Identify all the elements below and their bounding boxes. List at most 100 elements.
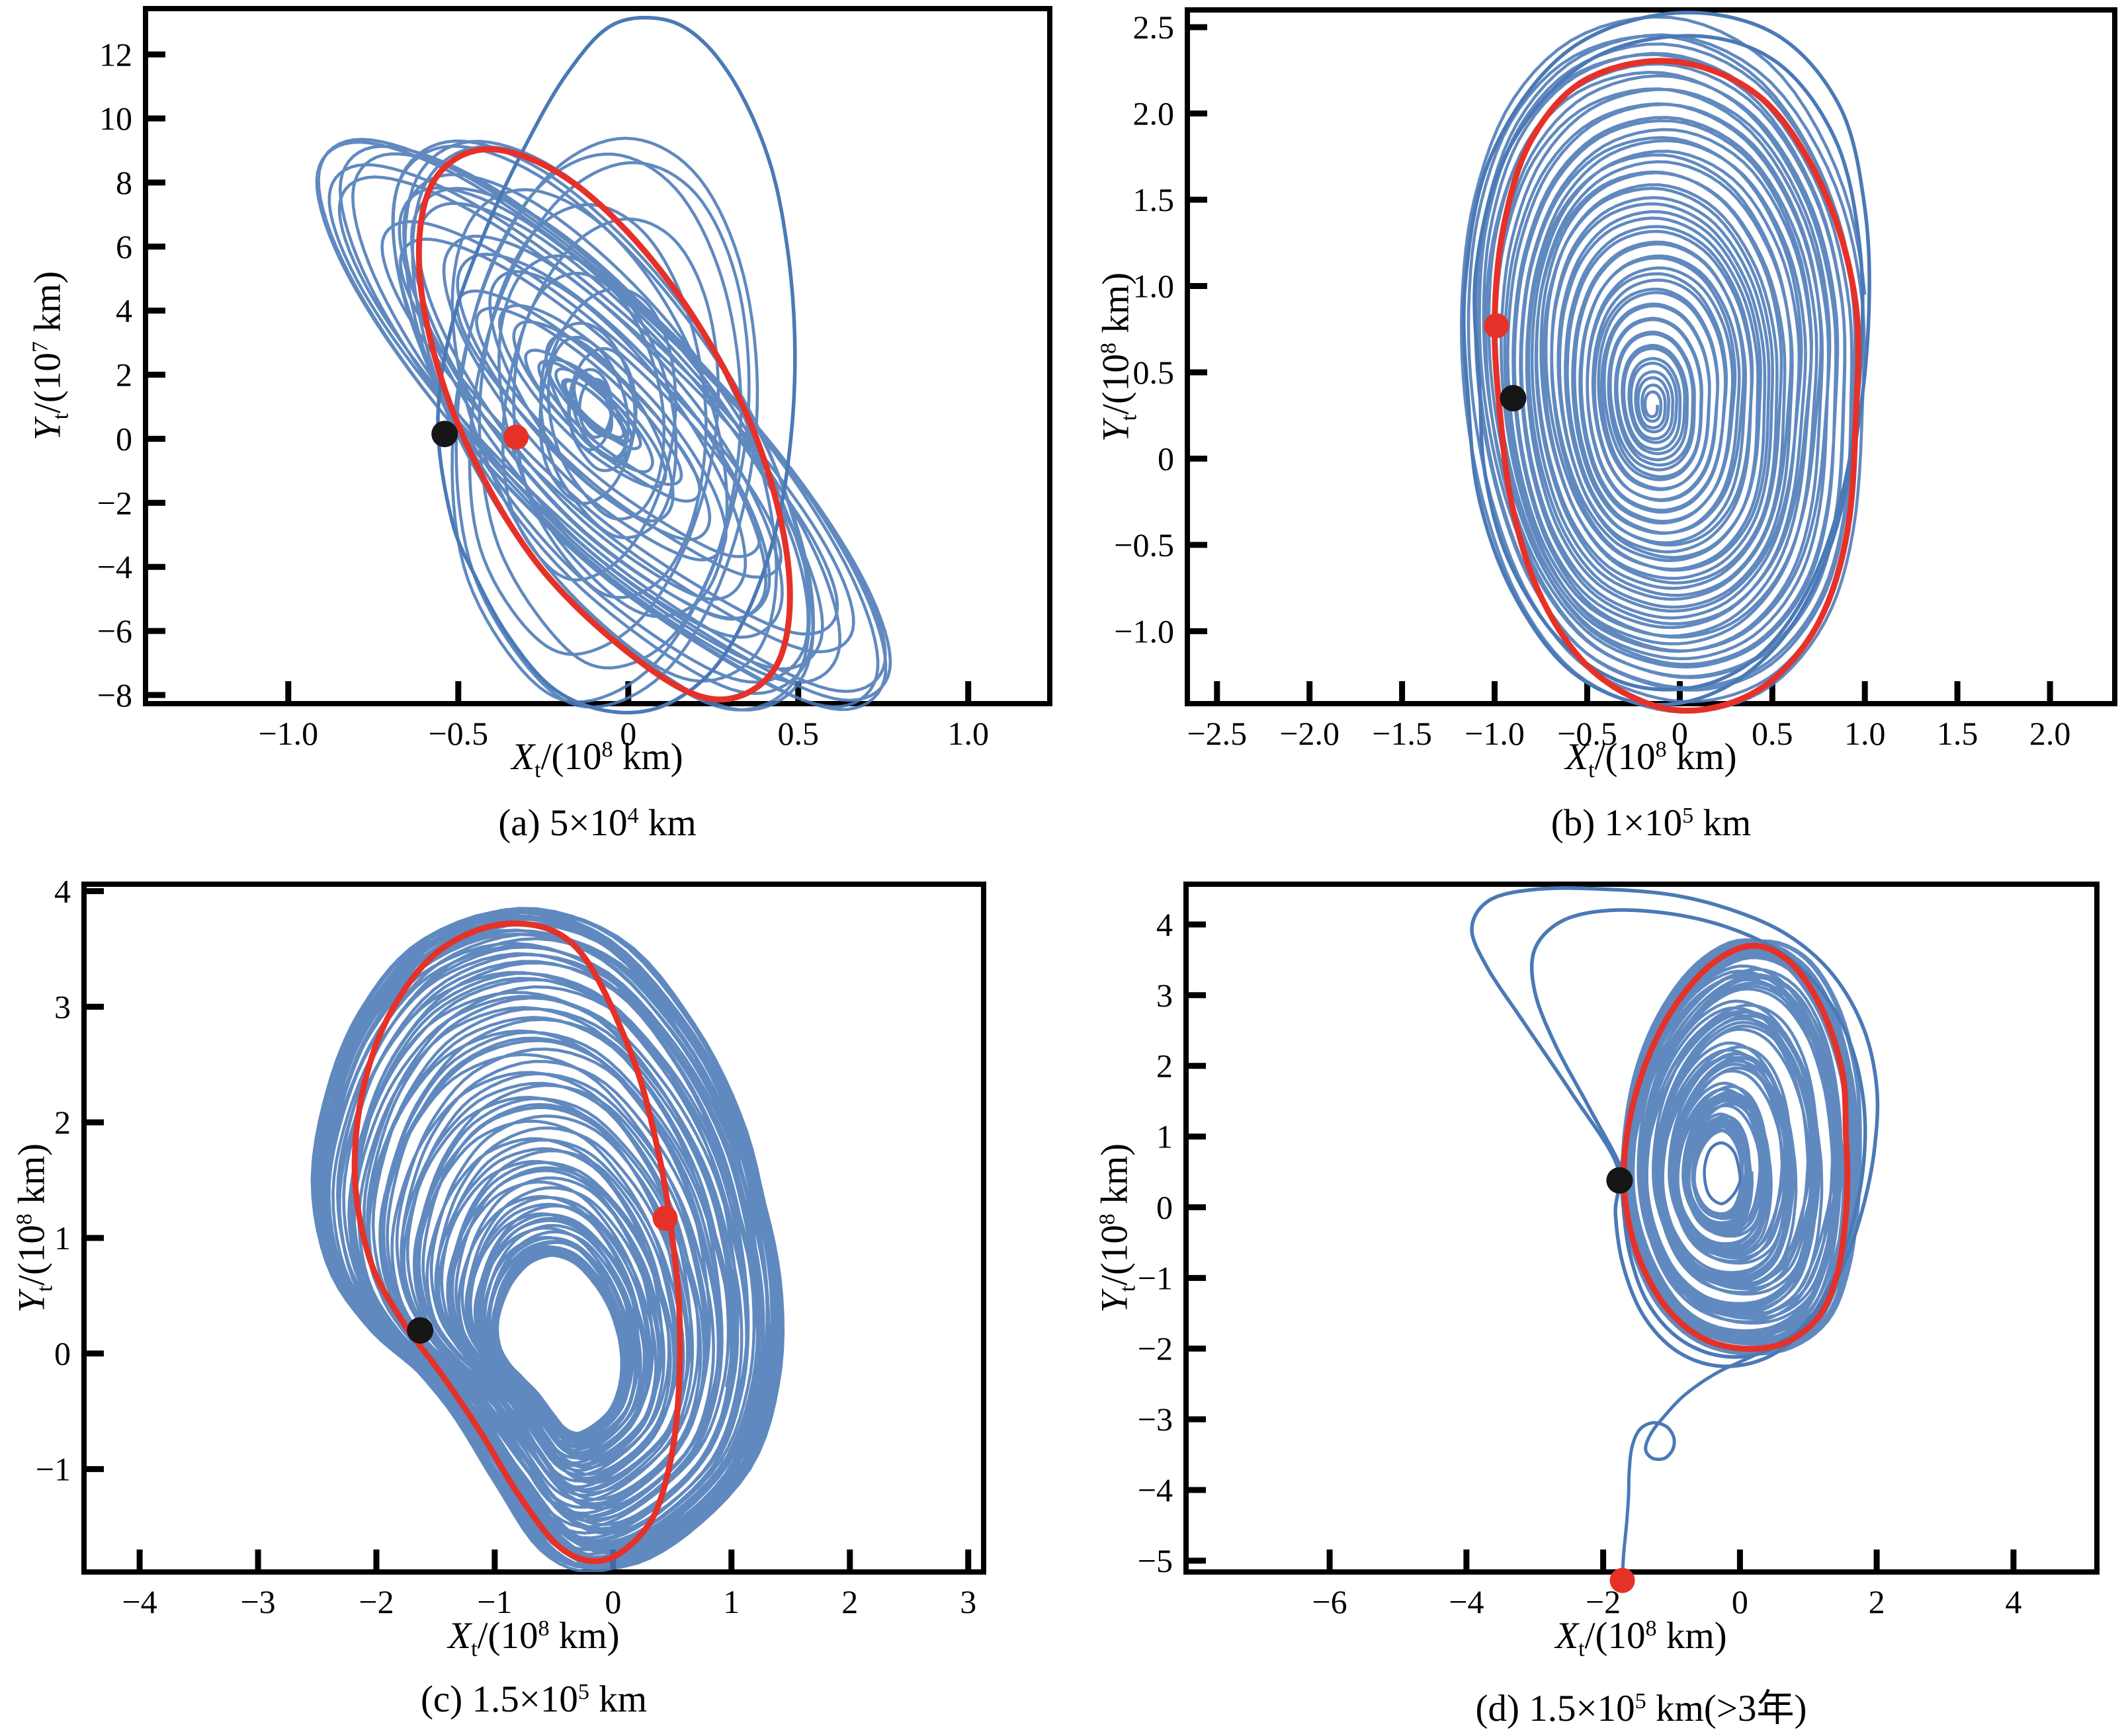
y-tick-label: 0.5 xyxy=(1133,354,1175,391)
y-tick xyxy=(1187,110,1207,117)
y-tick-label: 1.0 xyxy=(1133,268,1175,305)
x-tick-label: 0 xyxy=(620,715,636,752)
x-tick xyxy=(1492,681,1498,704)
red-dot-marker xyxy=(1484,313,1509,339)
x-tick xyxy=(2047,681,2053,704)
y-tick-label: 8 xyxy=(116,164,132,201)
subplot-b: −2.5 −2.0 −1.5 −1.0 −0.5 0 0.5 1.0 1.5 2.0 2.5 2.0 1… xyxy=(1063,0,2126,868)
y-tick xyxy=(84,1003,104,1010)
caption-a: (a) 5×104 km xyxy=(498,802,697,844)
x-tick-label: 1.0 xyxy=(947,715,989,752)
y-tick xyxy=(1186,1204,1206,1210)
y-tick xyxy=(1186,921,1206,928)
x-tick-label: 3 xyxy=(960,1583,976,1620)
x-tick xyxy=(795,681,802,704)
x-tick xyxy=(373,1550,380,1572)
reference-orbit xyxy=(1491,58,1861,714)
x-tick-label: −4 xyxy=(122,1583,157,1620)
y-tick xyxy=(146,115,165,122)
x-tick-label: 0 xyxy=(605,1583,621,1620)
trajectory-outer-loop xyxy=(1529,908,1867,1359)
x-tick xyxy=(1399,681,1406,704)
y-tick-label: −0.5 xyxy=(1114,526,1174,563)
y-axis-label-c: Yt/(108 km) xyxy=(11,1143,58,1313)
caption-c: (c) 1.5×105 km xyxy=(420,1678,648,1720)
y-tick-label: 4 xyxy=(1156,906,1173,943)
x-tick xyxy=(1954,681,1961,704)
y-tick-label: −2 xyxy=(1138,1330,1173,1367)
caption-d: (d) 1.5×105 km(>3年) xyxy=(1475,1688,1807,1729)
y-tick xyxy=(1187,542,1207,548)
x-tick-label: 0.5 xyxy=(777,715,819,752)
x-tick-label: −2.0 xyxy=(1279,715,1339,752)
x-tick-label: −1.0 xyxy=(258,715,318,752)
y-tick-label: 3 xyxy=(54,988,71,1025)
y-tick xyxy=(1186,1416,1206,1423)
x-tick-label: −1 xyxy=(477,1583,512,1620)
x-tick-label: 1 xyxy=(723,1583,740,1620)
y-tick-label: 4 xyxy=(116,292,132,329)
y-tick xyxy=(1187,369,1207,376)
x-tick xyxy=(965,1550,972,1572)
y-tick xyxy=(1187,283,1207,289)
x-tick xyxy=(1326,1550,1333,1572)
subplot-c: −4 −3 −2 −1 0 1 2 3 4 3 2 1 0 −1 Yt/(108 km) Xt/(108 … xyxy=(0,868,1063,1736)
x-tick-label: −0.5 xyxy=(1557,715,1617,752)
x-tick xyxy=(136,1550,143,1572)
y-tick-label: −6 xyxy=(97,612,132,649)
red-dot-marker xyxy=(503,425,529,450)
x-tick xyxy=(1600,1550,1607,1572)
y-tick xyxy=(1186,992,1206,999)
x-tick-label: 1.0 xyxy=(1844,715,1886,752)
trajectory-band xyxy=(310,907,785,1572)
y-tick-label: −4 xyxy=(1138,1471,1173,1509)
x-tick-label: 2.0 xyxy=(2029,715,2071,752)
y-tick-label: −1 xyxy=(1138,1259,1173,1296)
x-tick-label: −3 xyxy=(240,1583,275,1620)
x-tick-label: 0 xyxy=(1732,1583,1748,1620)
y-tick xyxy=(146,499,165,506)
y-tick-label: 2 xyxy=(1156,1048,1173,1085)
y-tick-label: −2 xyxy=(97,484,132,521)
y-tick-label: 10 xyxy=(99,100,132,137)
y-tick xyxy=(1187,24,1207,30)
y-tick xyxy=(146,563,165,570)
y-tick xyxy=(1186,1487,1206,1493)
trajectory-band xyxy=(1459,15,1867,714)
trajectory-outer-loop xyxy=(1470,886,1880,1368)
y-tick-label: 12 xyxy=(99,36,132,73)
x-tick xyxy=(255,1550,261,1572)
caption-b: (b) 1×105 km xyxy=(1551,802,1752,844)
y-tick xyxy=(1187,456,1207,462)
y-tick xyxy=(84,1235,104,1241)
x-tick-label: 0 xyxy=(1672,715,1688,752)
escape-tail xyxy=(1621,1336,1789,1579)
y-axis-label-a: Yt/(107 km) xyxy=(26,270,73,441)
x-tick xyxy=(285,681,292,704)
y-tick xyxy=(84,1466,104,1472)
x-tick xyxy=(1769,681,1775,704)
y-tick-label: −3 xyxy=(1138,1401,1173,1438)
x-tick-label: 1.5 xyxy=(1937,715,1978,752)
trajectory-outer-loop xyxy=(1462,11,1871,707)
x-tick-label: −6 xyxy=(1312,1583,1347,1620)
subplot-a: −1.0 −0.5 0 0.5 1.0 12 10 8 6 4 2 0 −2 −4 −6 −8 Yt/(107… xyxy=(0,0,1063,868)
y-tick xyxy=(1187,196,1207,203)
reference-orbit xyxy=(1621,942,1851,1352)
y-tick-label: 2.0 xyxy=(1133,95,1175,132)
red-dot-marker xyxy=(1609,1567,1635,1593)
y-tick xyxy=(1186,1063,1206,1069)
y-tick-label: 6 xyxy=(116,228,132,265)
x-tick xyxy=(491,1550,498,1572)
y-tick-label: 1 xyxy=(1156,1118,1173,1155)
y-tick-label: −4 xyxy=(97,548,132,585)
x-tick xyxy=(2010,1550,2017,1572)
black-dot-marker xyxy=(1606,1167,1633,1194)
x-tick-label: 2 xyxy=(841,1583,858,1620)
x-tick xyxy=(847,1550,853,1572)
y-tick-label: 2 xyxy=(54,1104,71,1141)
x-axis-label-a: Xt/(108 km) xyxy=(511,736,683,782)
x-axis-label-d: Xt/(108 km) xyxy=(1555,1615,1727,1661)
red-dot-marker xyxy=(652,1206,678,1231)
